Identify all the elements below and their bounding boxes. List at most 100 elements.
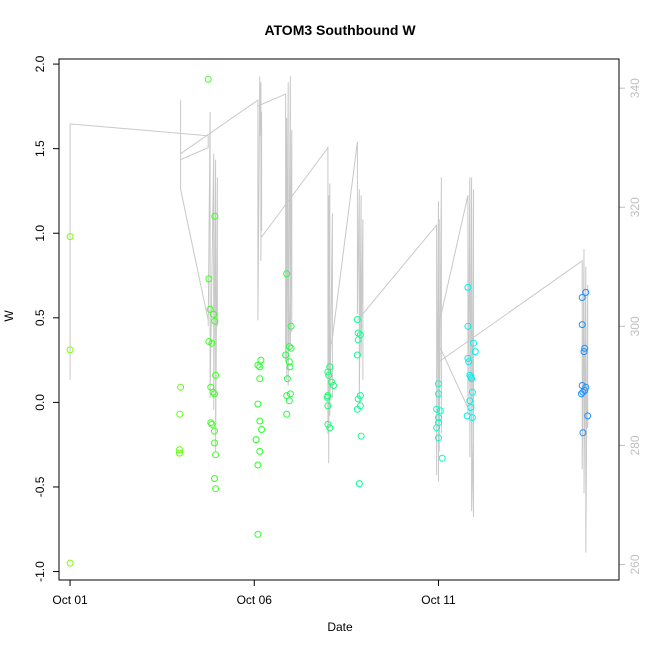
point-layer [66, 75, 592, 567]
data-point-28 [256, 363, 264, 371]
secondary-line-segment-2 [180, 76, 263, 321]
data-point-31 [256, 417, 264, 425]
secondary-line-segment-4 [261, 146, 333, 464]
data-point-72 [433, 405, 441, 413]
data-point-68 [357, 432, 365, 440]
y-axis-label: W [2, 310, 16, 322]
data-point-47 [285, 397, 293, 405]
data-point-56 [324, 402, 332, 410]
data-point-38 [287, 322, 295, 330]
secondary-line-segment-7 [357, 177, 442, 482]
data-point-63 [353, 351, 361, 359]
data-point-3 [177, 383, 185, 391]
data-point-4 [176, 410, 184, 418]
data-point-53 [330, 382, 337, 389]
data-point-89 [466, 397, 474, 405]
data-point-87 [468, 375, 476, 383]
data-point-100 [579, 388, 587, 396]
data-point-26 [257, 356, 265, 364]
data-point-7 [204, 75, 212, 83]
data-point-70 [435, 380, 442, 388]
data-point-57 [324, 420, 332, 428]
data-point-22 [211, 439, 218, 447]
y-tick-label: -0.5 [33, 476, 47, 497]
data-point-1 [66, 346, 74, 354]
data-point-78 [438, 454, 446, 462]
data-point-33 [252, 436, 260, 444]
secondary-line-segment-6 [331, 141, 364, 404]
x-tick-label: Oct 11 [421, 593, 456, 607]
data-point-6 [176, 449, 183, 457]
data-point-29 [256, 375, 264, 383]
data-point-52 [328, 378, 336, 386]
data-point-12 [211, 317, 219, 325]
data-point-46 [286, 390, 294, 398]
y-tick-label: 1.0 [33, 225, 47, 242]
data-point-14 [208, 339, 216, 347]
data-point-10 [206, 305, 214, 313]
data-point-5 [176, 446, 183, 454]
data-point-90 [467, 404, 475, 411]
data-point-37 [283, 270, 291, 278]
data-point-76 [433, 424, 441, 432]
secondary-line-segment-1 [207, 111, 218, 452]
y2-tick-label: 260 [628, 554, 642, 574]
data-point-79 [464, 283, 472, 291]
data-point-25 [212, 485, 220, 493]
data-point-67 [353, 405, 361, 413]
data-point-85 [466, 371, 474, 379]
data-point-43 [286, 363, 294, 371]
y-tick-label: 0.5 [33, 309, 47, 326]
data-point-80 [464, 322, 472, 330]
y2-tick-label: 280 [628, 435, 642, 455]
data-point-97 [580, 348, 588, 356]
y-tick-label: 2.0 [33, 55, 47, 72]
data-point-95 [578, 321, 586, 329]
data-point-20 [208, 420, 216, 428]
y2-tick-label: 340 [628, 78, 642, 98]
data-point-8 [211, 212, 219, 220]
secondary-line-segment-5 [287, 248, 291, 351]
data-point-51 [325, 371, 333, 379]
data-point-88 [468, 388, 476, 396]
data-point-35 [254, 461, 262, 469]
data-point-104 [579, 429, 587, 437]
data-point-69 [355, 480, 363, 488]
data-point-96 [581, 344, 589, 352]
secondary-line-segment-8 [438, 177, 474, 517]
secondary-line-layer [69, 76, 589, 553]
data-point-94 [582, 288, 590, 296]
data-point-102 [577, 390, 585, 398]
data-point-17 [209, 388, 217, 396]
data-point-23 [212, 451, 220, 459]
data-point-55 [324, 392, 332, 400]
data-point-103 [584, 412, 592, 420]
data-point-82 [471, 348, 479, 356]
data-point-93 [578, 294, 586, 301]
data-point-99 [582, 383, 590, 391]
data-point-11 [210, 310, 218, 318]
data-point-58 [326, 424, 334, 432]
data-point-2 [66, 559, 74, 567]
data-point-84 [465, 358, 473, 366]
data-point-27 [254, 361, 262, 369]
secondary-line-segment-9 [438, 343, 474, 517]
axis-layer: -1.0 -0.5 0.0 0.5 1.0 1.5 2.0 260 280 300 320 340 Oc… [33, 55, 642, 607]
data-point-41 [282, 351, 290, 359]
data-point-24 [211, 475, 218, 482]
data-point-77 [435, 434, 442, 442]
data-point-42 [285, 358, 293, 366]
data-point-74 [435, 414, 442, 422]
data-point-39 [285, 343, 293, 351]
data-point-15 [212, 371, 220, 379]
data-point-50 [324, 368, 332, 376]
data-point-40 [287, 344, 295, 352]
data-point-44 [283, 375, 291, 383]
y-tick-label: 0.0 [33, 394, 47, 411]
plot-frame [58, 58, 620, 581]
y-tick-label: -1.0 [33, 561, 47, 582]
data-point-0 [66, 233, 74, 241]
x-tick-label: Oct 01 [52, 593, 88, 607]
data-point-30 [254, 400, 262, 408]
